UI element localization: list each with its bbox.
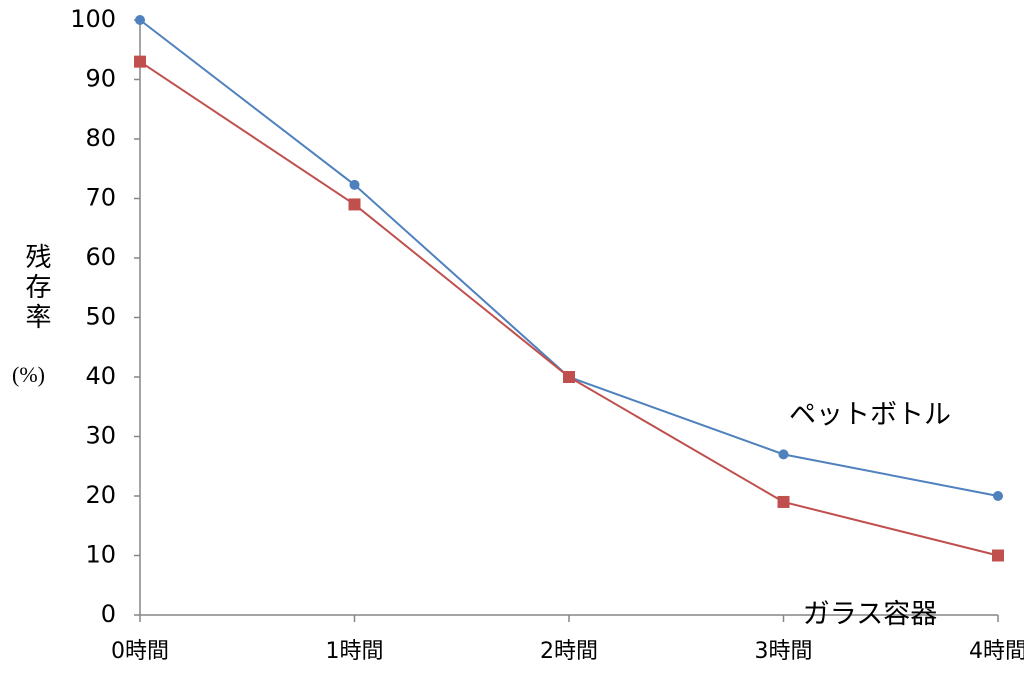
data-point	[349, 179, 360, 190]
y-tick-label: 80	[85, 124, 116, 152]
y-tick-label: 90	[85, 65, 116, 93]
y-tick-label: 10	[85, 541, 116, 569]
y-tick-label: 40	[85, 362, 116, 390]
data-point	[778, 449, 789, 460]
x-tick-label: 0時間	[111, 639, 169, 664]
series-line	[139, 60, 999, 557]
data-point	[992, 549, 1004, 562]
data-point	[777, 495, 790, 508]
y-tick-label: 100	[70, 5, 116, 33]
data-point	[993, 491, 1003, 501]
data-point	[563, 371, 575, 383]
y-tick-label: 50	[85, 303, 116, 331]
data-point	[135, 15, 145, 25]
y-tick-label: 0	[101, 600, 116, 628]
y-tick-label: 70	[85, 184, 116, 212]
y-tick-label: 20	[85, 481, 116, 509]
series-label: ガラス容器	[803, 599, 937, 630]
y-axis-label: 残存率	[21, 243, 51, 333]
x-tick-label: 1時間	[326, 639, 384, 664]
x-tick-label: 3時間	[755, 639, 813, 664]
x-tick-label: 2時間	[540, 639, 598, 664]
data-point	[348, 198, 361, 211]
y-tick-label: 60	[85, 243, 116, 271]
y-axis-unit: (%)	[12, 362, 45, 387]
series-label: ペットボトル	[789, 400, 951, 431]
y-tick-label: 30	[85, 422, 116, 450]
data-point	[134, 55, 146, 68]
x-tick-label: 4時間	[969, 639, 1024, 664]
